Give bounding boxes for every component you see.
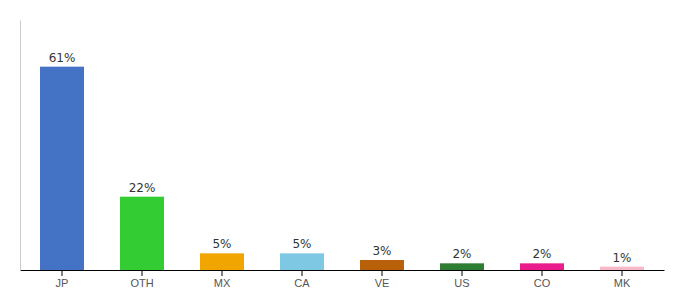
x-tick-mark (142, 270, 143, 276)
x-tick-mark (302, 270, 303, 276)
data-label: 2% (452, 247, 471, 261)
bar (120, 197, 164, 270)
data-label: 3% (372, 244, 391, 258)
bar (520, 263, 564, 270)
data-label: 2% (532, 247, 551, 261)
x-tick-mark (462, 270, 463, 276)
bar (600, 267, 644, 270)
x-tick: OTH (130, 270, 153, 289)
x-tick-mark (382, 270, 383, 276)
x-tick: US (454, 270, 469, 289)
x-tick-mark (222, 270, 223, 276)
x-tick: VE (375, 270, 390, 289)
x-tick-label: MK (614, 277, 631, 289)
x-tick: MK (614, 270, 631, 289)
x-tick: CO (534, 270, 551, 289)
x-axis-line (21, 270, 665, 271)
x-tick-label: MX (214, 277, 231, 289)
data-label: 5% (292, 237, 311, 251)
bar (200, 253, 244, 270)
x-tick-mark (542, 270, 543, 276)
x-tick-label: US (454, 277, 469, 289)
x-tick-label: CA (294, 277, 310, 289)
data-label: 1% (612, 251, 631, 265)
x-tick-label: JP (56, 277, 69, 289)
data-label: 5% (212, 237, 231, 251)
x-tick-label: OTH (130, 277, 153, 289)
bar (440, 263, 484, 270)
x-tick-label: VE (375, 277, 390, 289)
data-label: 22% (129, 181, 156, 195)
x-tick-mark (622, 270, 623, 276)
bars (40, 67, 644, 270)
data-labels: 61% 22% 5% 5% 3% 2% 2% 1% (49, 51, 632, 265)
x-tick: MX (214, 270, 231, 289)
bar (360, 260, 404, 270)
x-tick: JP (56, 270, 69, 289)
y-axis-line (20, 21, 21, 271)
chart: JP OTH MX CA VE US CO MK 61% 22% 5% 5% 3% 2% 2% 1% (0, 0, 680, 300)
plot: JP OTH MX CA VE US CO MK 61% 22% 5% 5% 3% 2% 2% 1% (21, 21, 665, 289)
x-tick-mark (62, 270, 63, 276)
x-tick-label: CO (534, 277, 551, 289)
x-tick: CA (294, 270, 310, 289)
x-axis: JP OTH MX CA VE US CO MK (21, 270, 665, 289)
y-axis (20, 21, 21, 271)
data-label: 61% (49, 51, 76, 65)
bar (40, 67, 84, 270)
bar (280, 253, 324, 270)
